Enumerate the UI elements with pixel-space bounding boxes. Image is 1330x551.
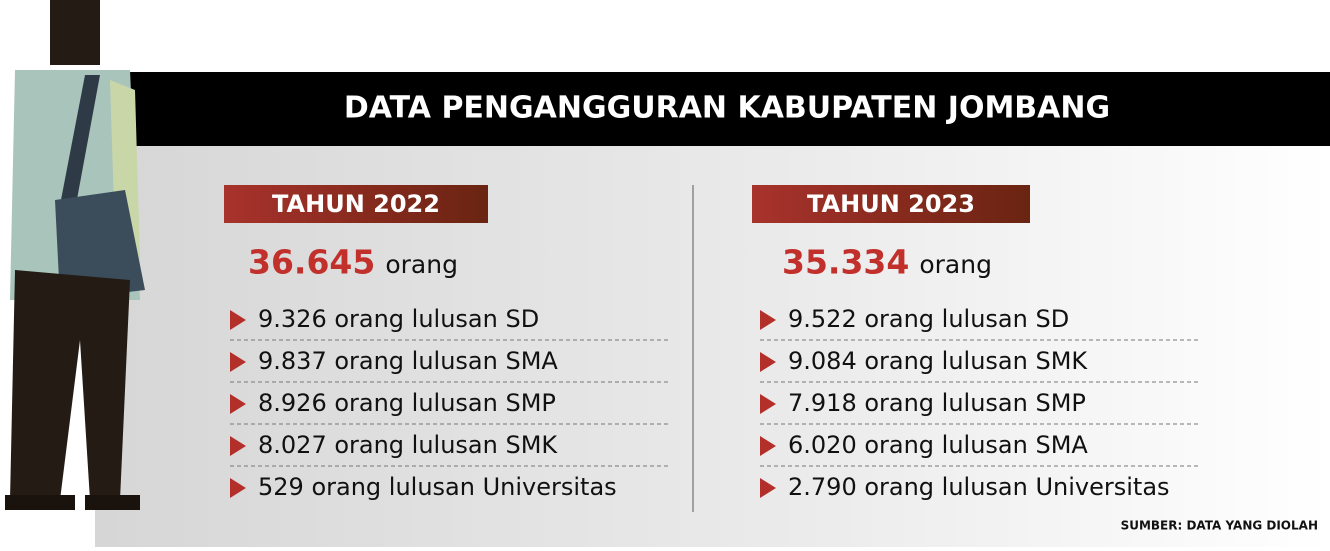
item: 8.926 orang lulusan SMP [258,389,556,417]
item: 9.326 orang lulusan SD [258,305,539,333]
bullet [760,478,776,498]
person-illustration [5,0,145,510]
total-unit: orang [385,250,458,279]
year-badge [752,185,1030,223]
item: 8.027 orang lulusan SMK [258,431,558,459]
bullet [230,436,246,456]
bullet [230,478,246,498]
total-unit: orang [919,250,992,279]
item: 7.918 orang lulusan SMP [788,389,1086,417]
item: 9.522 orang lulusan SD [788,305,1069,333]
item: 9.084 orang lulusan SMK [788,347,1088,375]
year-badge [224,185,488,223]
bullet [760,394,776,414]
item: 529 orang lulusan Universitas [258,473,617,501]
item: 9.837 orang lulusan SMA [258,347,558,375]
bullet [230,352,246,372]
total: 35.334 [782,243,909,282]
year-label: TAHUN 2023 [807,190,975,218]
item: 6.020 orang lulusan SMA [788,431,1088,459]
title: DATA PENGANGGURAN KABUPATEN JOMBANG [344,91,1110,126]
bullet [230,310,246,330]
bullet [760,436,776,456]
source: SUMBER: DATA YANG DIOLAH [1121,519,1318,533]
title-bar [100,72,1330,146]
bullet [760,310,776,330]
item: 2.790 orang lulusan Universitas [788,473,1170,501]
bullet [760,352,776,372]
total: 36.645 [248,243,375,282]
year-label: TAHUN 2022 [272,190,440,218]
bullet [230,394,246,414]
